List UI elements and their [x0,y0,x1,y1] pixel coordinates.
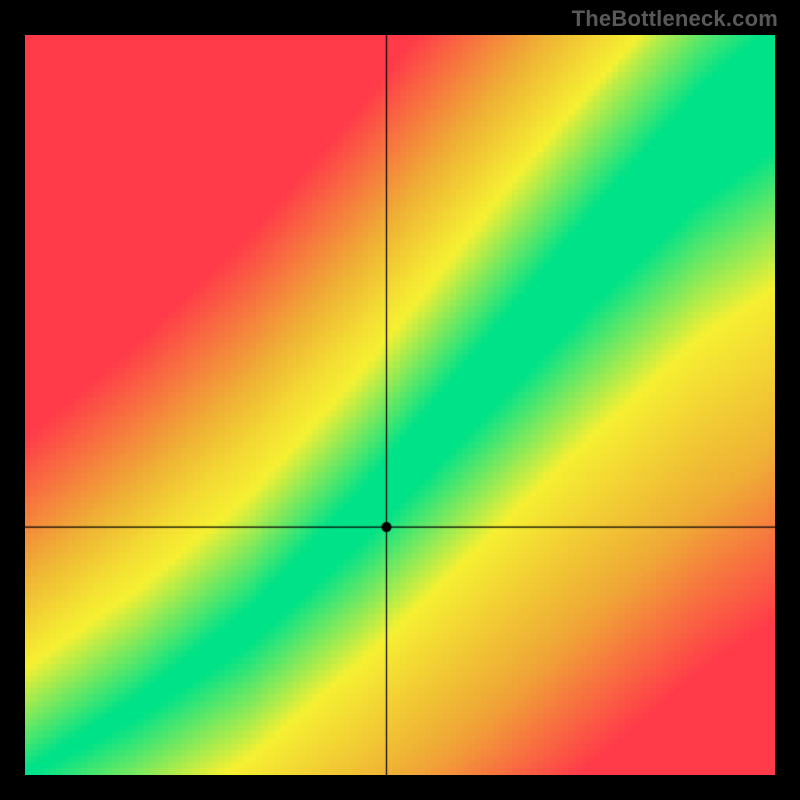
watermark-text: TheBottleneck.com [572,6,778,32]
chart-container: { "watermark": { "text": "TheBottleneck.… [0,0,800,800]
bottleneck-heatmap [25,35,775,775]
